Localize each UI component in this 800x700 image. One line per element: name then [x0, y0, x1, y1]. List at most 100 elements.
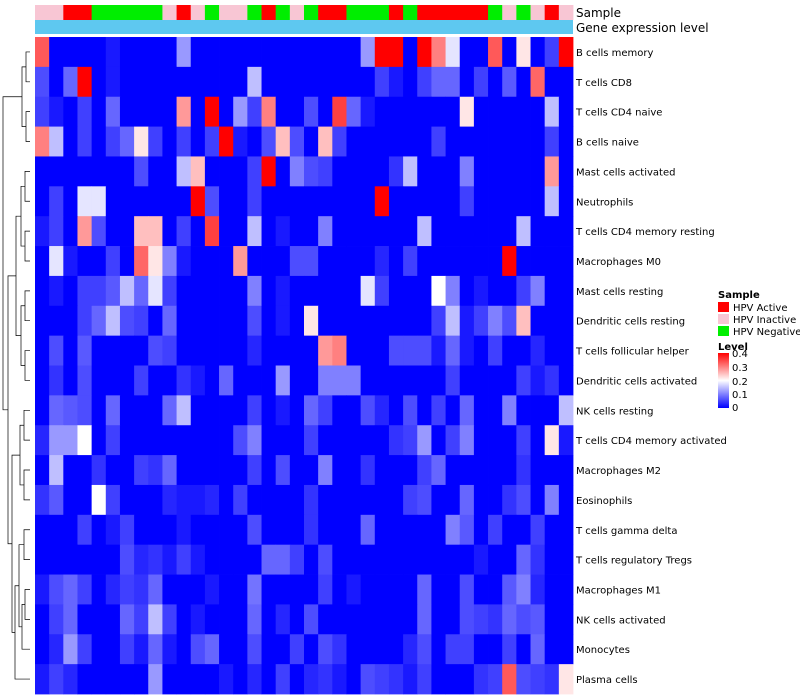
heatmap-cell [77, 126, 93, 157]
sample-annotation-cell [35, 5, 50, 20]
heatmap-cell [289, 455, 305, 486]
heatmap-cell [374, 156, 390, 187]
heatmap-cell [289, 275, 305, 307]
heatmap-cell [544, 186, 560, 217]
heatmap-cell [388, 126, 404, 157]
sample-annotation-cell [176, 5, 192, 20]
heatmap-cell [558, 216, 574, 247]
heatmap-cell [332, 275, 347, 307]
sample-annotation-cell [247, 5, 262, 20]
legend-label-hpv-active: HPV Active [733, 303, 788, 314]
dendrogram-branch [15, 215, 21, 336]
heatmap-cell [261, 66, 277, 98]
heatmap-cell [91, 664, 107, 695]
heatmap-cell [544, 96, 560, 127]
heatmap-cell [530, 305, 546, 337]
sample-annotation-cell [91, 5, 107, 20]
heatmap-cell [49, 66, 64, 98]
heatmap-cell [374, 37, 390, 68]
heatmap-cell [275, 365, 291, 396]
heatmap-cell [388, 66, 404, 98]
heatmap-cell [204, 455, 220, 486]
heatmap-cell [403, 544, 418, 575]
heatmap-cell [360, 66, 376, 98]
heatmap-cell [289, 66, 305, 98]
heatmap-cell [332, 246, 347, 277]
expression-level-bar [35, 20, 573, 34]
heatmap-cell [374, 66, 390, 98]
heatmap-cell [119, 425, 135, 456]
heatmap-cell [431, 604, 446, 635]
heatmap-cell [304, 275, 319, 307]
level-tick-0.2: 0.2 [732, 377, 748, 388]
heatmap-cell [105, 126, 121, 157]
heatmap-cell [162, 246, 177, 277]
heatmap-cell [119, 216, 135, 247]
heatmap-cell [459, 455, 475, 486]
sample-annotation-cell [219, 5, 234, 20]
heatmap-cell [105, 156, 121, 187]
heatmap-cell [105, 604, 121, 635]
heatmap-cell [219, 455, 234, 486]
heatmap-cell [134, 664, 149, 695]
heatmap-cell [119, 395, 135, 426]
sample-annotation-cell [289, 5, 305, 20]
heatmap-cell [275, 484, 291, 516]
heatmap-cell [318, 604, 333, 635]
heatmap-cell [346, 126, 362, 157]
heatmap-cell [388, 365, 404, 396]
heatmap-cell [388, 305, 404, 337]
heatmap-cell [105, 275, 121, 307]
legend-swatch-hpv-inactive [718, 314, 729, 324]
sample-annotation-cell [431, 5, 446, 20]
heatmap-cell [558, 335, 574, 366]
heatmap-cell [119, 96, 135, 127]
heatmap-cell [417, 126, 432, 157]
heatmap-cell [233, 514, 248, 546]
heatmap-cell [261, 186, 277, 217]
heatmap-cell [190, 365, 206, 396]
heatmap-cell [558, 634, 574, 665]
heatmap-cell [49, 335, 64, 366]
heatmap-cell [105, 634, 121, 665]
heatmap-cell [304, 544, 319, 575]
heatmap-cell [304, 216, 319, 247]
heatmap-cell [190, 514, 206, 546]
heatmap-cell [360, 37, 376, 68]
heatmap-cell [162, 126, 177, 157]
heatmap-cell [77, 574, 93, 605]
heatmap-cell [35, 425, 50, 456]
heatmap-cell [119, 37, 135, 68]
heatmap-cell [176, 514, 192, 546]
heatmap-cell [558, 365, 574, 396]
heatmap-cell [530, 455, 546, 486]
heatmap-cell [289, 604, 305, 635]
heatmap-cell [49, 156, 64, 187]
heatmap-cell [403, 246, 418, 277]
heatmap-cell [445, 634, 461, 665]
heatmap-cell [275, 246, 291, 277]
heatmap-cell [459, 484, 475, 516]
dendrogram-branch [14, 585, 30, 680]
heatmap-cell [49, 275, 64, 307]
heatmap-cell [403, 216, 418, 247]
heatmap-cell [332, 305, 347, 337]
heatmap-cell [204, 246, 220, 277]
heatmap-cell [134, 484, 149, 516]
heatmap-cell [403, 96, 418, 127]
heatmap-cell [35, 156, 50, 187]
row-label: T cells gamma delta [575, 526, 677, 537]
heatmap-cell [105, 186, 121, 217]
heatmap-cell [403, 126, 418, 157]
heatmap-cell [119, 365, 135, 396]
heatmap-cell [332, 455, 347, 486]
heatmap-cell [247, 574, 262, 605]
heatmap-cell [459, 37, 475, 68]
heatmap-cell [388, 455, 404, 486]
heatmap-cell [176, 664, 192, 695]
heatmap-cell [417, 484, 432, 516]
heatmap-cell [119, 275, 135, 307]
heatmap-cell [431, 66, 446, 98]
heatmap-cell [459, 544, 475, 575]
heatmap-cell [346, 335, 362, 366]
